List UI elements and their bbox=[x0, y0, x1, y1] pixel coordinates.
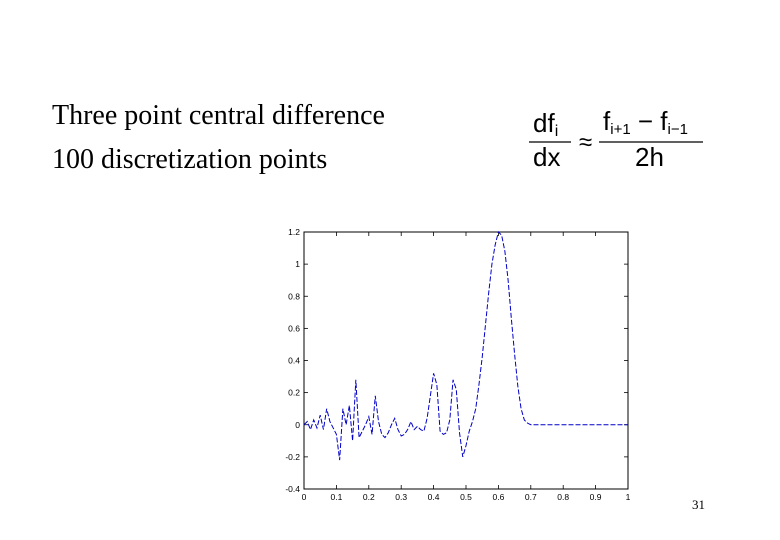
slide-line-method: Three point central difference bbox=[52, 100, 385, 131]
y-tick-label: 0.2 bbox=[288, 388, 300, 398]
slide-text: Three point central difference 100 discr… bbox=[52, 94, 385, 182]
y-tick-label: 0 bbox=[295, 420, 300, 430]
y-tick-label: 1 bbox=[295, 259, 300, 269]
series-line bbox=[303, 231, 628, 461]
x-tick-label: 1 bbox=[626, 492, 631, 502]
y-tick-label: 0.4 bbox=[288, 356, 300, 366]
formula-lhs-num-sub: i bbox=[555, 123, 559, 140]
x-tick-label: 0.4 bbox=[428, 492, 440, 502]
svg-text:dfi: dfi bbox=[533, 108, 558, 140]
plot-frame bbox=[303, 231, 629, 490]
formula-rhs-num-a: f bbox=[603, 106, 611, 136]
y-tick-label: 0.6 bbox=[288, 323, 300, 333]
x-tick-label: 0.1 bbox=[330, 492, 342, 502]
y-tick-label: -0.4 bbox=[285, 484, 300, 494]
axis-tick-labels: 0 0.1 0.2 0.3 0.4 0.5 0.6 0.7 0.8 0.9 1 -0.4 -0.2 0 0.… bbox=[285, 227, 630, 502]
formula-rhs-minus: − f bbox=[631, 106, 669, 136]
x-tick-label: 0.6 bbox=[492, 492, 504, 502]
y-tick-label: 0.8 bbox=[288, 291, 300, 301]
y-tick-label: -0.2 bbox=[285, 452, 300, 462]
formula-rhs-num-a-sub: i+1 bbox=[610, 121, 630, 138]
x-tick-label: 0.9 bbox=[590, 492, 602, 502]
approx-symbol: ≈ bbox=[579, 129, 592, 156]
formula-rhs-num-b-sub: i−1 bbox=[668, 121, 688, 138]
slide-line-points: 100 discretization points bbox=[52, 144, 328, 175]
x-tick-label: 0 bbox=[302, 492, 307, 502]
x-tick-label: 0.2 bbox=[363, 492, 375, 502]
formula-lhs-den: dx bbox=[533, 142, 560, 172]
x-tick-label: 0.7 bbox=[525, 492, 537, 502]
x-tick-label: 0.8 bbox=[557, 492, 569, 502]
x-tick-label: 0.3 bbox=[395, 492, 407, 502]
axis-ticks bbox=[303, 231, 629, 490]
page-number: 31 bbox=[692, 497, 705, 512]
formula-rhs-den: 2h bbox=[635, 142, 664, 172]
formula-lhs-num: df bbox=[533, 108, 555, 138]
central-difference-formula: dfi dx ≈ fi+1 − fi−1 2h bbox=[529, 106, 703, 172]
x-tick-label: 0.5 bbox=[460, 492, 472, 502]
svg-text:fi+1 − fi−1: fi+1 − fi−1 bbox=[603, 106, 688, 138]
y-tick-label: 1.2 bbox=[288, 227, 300, 237]
derivative-plot: 0 0.1 0.2 0.3 0.4 0.5 0.6 0.7 0.8 0.9 1 -0.4 -0.2 0 0.… bbox=[285, 227, 630, 502]
